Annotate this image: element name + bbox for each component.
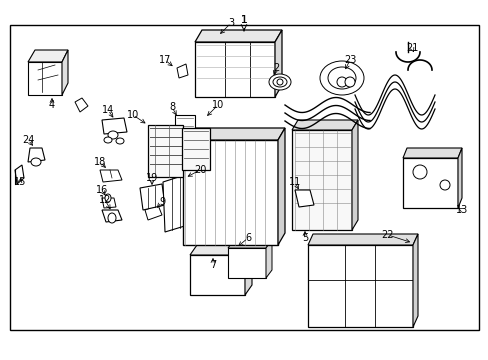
Bar bbox=[291, 130, 351, 230]
Bar bbox=[195, 42, 274, 97]
Ellipse shape bbox=[412, 165, 426, 179]
Polygon shape bbox=[351, 120, 357, 230]
Polygon shape bbox=[75, 98, 88, 112]
Bar bbox=[307, 245, 412, 327]
Polygon shape bbox=[177, 64, 187, 78]
Polygon shape bbox=[28, 148, 45, 162]
Text: 12: 12 bbox=[99, 195, 111, 205]
Text: 10: 10 bbox=[126, 110, 139, 120]
Polygon shape bbox=[15, 165, 24, 184]
Text: 6: 6 bbox=[244, 233, 250, 243]
Text: 11: 11 bbox=[288, 177, 301, 187]
Text: 9: 9 bbox=[159, 197, 165, 207]
Text: 8: 8 bbox=[168, 102, 175, 112]
Bar bbox=[182, 128, 209, 170]
Text: 7: 7 bbox=[209, 260, 216, 270]
Text: 5: 5 bbox=[301, 233, 307, 243]
Text: 19: 19 bbox=[145, 173, 158, 183]
Text: 10: 10 bbox=[211, 100, 224, 110]
Text: 1: 1 bbox=[241, 15, 246, 25]
Polygon shape bbox=[102, 198, 116, 208]
Bar bbox=[227, 248, 265, 278]
Text: 3: 3 bbox=[227, 18, 234, 28]
Polygon shape bbox=[244, 245, 251, 295]
Ellipse shape bbox=[105, 194, 111, 202]
Polygon shape bbox=[190, 245, 251, 255]
Polygon shape bbox=[163, 175, 187, 232]
Text: 15: 15 bbox=[14, 177, 26, 187]
Polygon shape bbox=[307, 234, 417, 245]
Ellipse shape bbox=[108, 213, 116, 223]
Ellipse shape bbox=[345, 77, 354, 87]
Polygon shape bbox=[102, 210, 122, 222]
Text: 18: 18 bbox=[94, 157, 106, 167]
Ellipse shape bbox=[31, 158, 41, 166]
Ellipse shape bbox=[439, 180, 449, 190]
Bar bbox=[148, 125, 183, 177]
Polygon shape bbox=[62, 50, 68, 95]
Text: 17: 17 bbox=[159, 55, 171, 65]
Ellipse shape bbox=[108, 131, 118, 139]
Ellipse shape bbox=[336, 77, 346, 87]
Bar bbox=[10, 25, 478, 330]
Text: 23: 23 bbox=[343, 55, 355, 65]
Polygon shape bbox=[102, 118, 127, 134]
Polygon shape bbox=[294, 190, 313, 207]
Polygon shape bbox=[402, 148, 461, 158]
Polygon shape bbox=[140, 184, 164, 210]
Ellipse shape bbox=[268, 74, 290, 90]
Polygon shape bbox=[278, 128, 285, 245]
Bar bbox=[402, 158, 457, 208]
Bar bbox=[190, 255, 244, 295]
Text: 4: 4 bbox=[49, 100, 55, 110]
Ellipse shape bbox=[116, 138, 124, 144]
Bar bbox=[183, 140, 278, 245]
Ellipse shape bbox=[104, 137, 112, 143]
Polygon shape bbox=[28, 50, 68, 62]
Text: 24: 24 bbox=[22, 135, 34, 145]
Ellipse shape bbox=[272, 77, 286, 87]
Polygon shape bbox=[412, 234, 417, 327]
Text: 21: 21 bbox=[405, 43, 417, 53]
Text: 13: 13 bbox=[455, 205, 467, 215]
Polygon shape bbox=[265, 240, 271, 278]
Polygon shape bbox=[274, 30, 282, 97]
Polygon shape bbox=[195, 30, 282, 42]
Polygon shape bbox=[145, 205, 162, 220]
Text: 20: 20 bbox=[193, 165, 206, 175]
Polygon shape bbox=[183, 128, 285, 140]
Bar bbox=[175, 115, 195, 143]
Ellipse shape bbox=[319, 61, 363, 95]
Ellipse shape bbox=[276, 79, 283, 85]
Polygon shape bbox=[28, 62, 62, 95]
Text: 16: 16 bbox=[96, 185, 108, 195]
Polygon shape bbox=[100, 170, 122, 182]
Text: 22: 22 bbox=[381, 230, 393, 240]
Polygon shape bbox=[457, 148, 461, 208]
Ellipse shape bbox=[327, 67, 355, 89]
Polygon shape bbox=[227, 240, 271, 248]
Text: 2: 2 bbox=[272, 63, 279, 73]
Text: 14: 14 bbox=[102, 105, 114, 115]
Text: 1: 1 bbox=[240, 15, 247, 25]
Polygon shape bbox=[291, 120, 357, 130]
